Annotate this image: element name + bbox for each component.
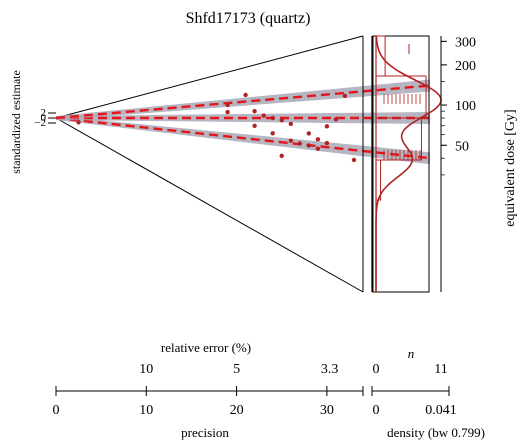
relative-error-tick-label: 3.3 — [321, 362, 339, 377]
data-point — [270, 131, 275, 136]
data-point — [225, 109, 230, 115]
y-tick-label: 50 — [455, 139, 469, 154]
data-point — [297, 141, 302, 146]
relative-error-label: relative error (%) — [161, 340, 251, 355]
z-tick-label: −2 — [34, 117, 46, 129]
y-tick-label: 200 — [455, 59, 476, 74]
data-point — [243, 92, 248, 98]
data-point — [76, 120, 81, 125]
central-dose-band — [56, 79, 430, 120]
density-label: density (bw 0.799) — [387, 425, 485, 440]
density-panel — [372, 35, 430, 293]
histogram-bar — [375, 159, 382, 201]
data-point — [279, 153, 284, 158]
kde-curve — [375, 35, 442, 292]
data-point — [351, 157, 357, 163]
precision-tick-label: 30 — [320, 403, 334, 418]
relative-error-tick-label: 5 — [233, 362, 240, 377]
central-dose-line — [55, 116, 431, 160]
data-point — [324, 124, 330, 129]
data-point — [225, 102, 230, 108]
z-axis-label: standardized estimate — [9, 70, 23, 174]
kde-density-curve — [371, 35, 442, 292]
chart-title: Shfd17173 (quartz) — [186, 10, 311, 27]
data-point — [342, 93, 348, 99]
relative-error-axis: 10 5 3.3 — [139, 362, 338, 377]
central-dose-line — [55, 84, 431, 120]
data-point — [270, 115, 275, 121]
density-tick-label: 0.041 — [425, 403, 457, 418]
histogram-bar — [375, 117, 422, 161]
density-tick-label: 0 — [373, 403, 380, 418]
z-tick-label: 2 — [41, 107, 47, 119]
central-dose-bands — [55, 79, 431, 165]
central-dose-band — [56, 116, 430, 165]
data-point — [315, 137, 321, 142]
data-point — [333, 117, 339, 122]
data-point — [252, 109, 257, 114]
precision-tick-label: 20 — [230, 403, 244, 418]
y-axis-label: equivalent dose [Gy] — [503, 109, 518, 226]
data-point — [279, 118, 284, 123]
data-point — [288, 138, 293, 143]
density-axis: 0 0.041 — [371, 386, 457, 418]
histogram — [375, 35, 427, 201]
y-tick-label: 300 — [455, 35, 476, 50]
data-point — [288, 121, 293, 127]
data-points — [76, 92, 357, 163]
z-tick-label: 0 — [41, 112, 47, 124]
n-axis: 0 11 — [373, 362, 448, 377]
relative-error-tick-label: 10 — [139, 362, 153, 377]
n-tick-label: 11 — [434, 362, 447, 377]
precision-label: precision — [181, 425, 229, 440]
radial-lines — [55, 35, 364, 293]
z-tick-labels: 20−2 — [34, 107, 56, 129]
upper-ray — [55, 35, 364, 119]
equivalent-dose-axis: 50 100 200 300 — [440, 35, 476, 292]
data-point — [315, 146, 321, 151]
data-point — [306, 143, 311, 148]
data-point — [252, 123, 257, 128]
precision-axis: 0 10 20 30 — [53, 386, 364, 418]
y-tick-label: 100 — [455, 99, 476, 114]
precision-tick-label: 10 — [139, 403, 153, 418]
lower-ray — [55, 117, 364, 293]
n-label: n — [408, 346, 415, 361]
data-point — [324, 140, 330, 146]
data-point — [261, 113, 266, 118]
data-point — [306, 131, 311, 136]
n-tick-label: 0 — [373, 362, 380, 377]
precision-tick-label: 0 — [53, 403, 60, 418]
